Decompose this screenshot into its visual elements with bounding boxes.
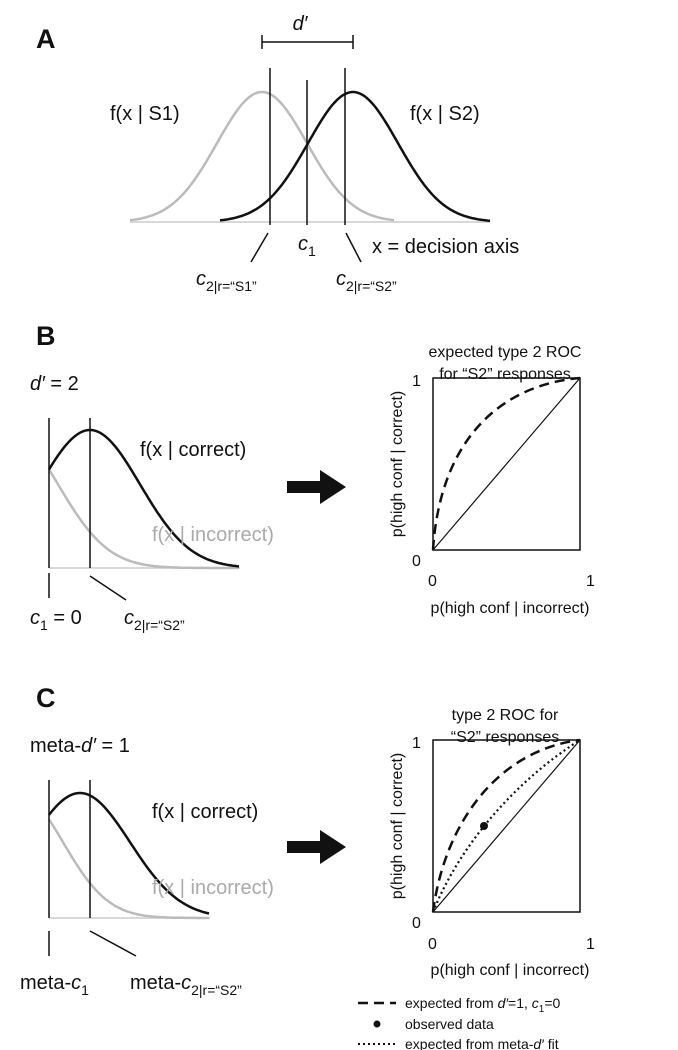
s2-curve <box>219 90 491 222</box>
correct-label: f(x | correct) <box>140 439 246 461</box>
roc-title: expected type 2 ROC <box>429 344 582 361</box>
c1-label: meta-c1 <box>20 972 89 998</box>
incorrect-curve <box>47 468 239 570</box>
x-tick: 1 <box>586 573 595 590</box>
legend-swatch <box>373 1020 381 1028</box>
criteria <box>250 68 362 263</box>
x-tick: 1 <box>586 936 595 953</box>
roc-ylabel: p(high conf | correct) <box>389 391 406 537</box>
c1-label: c1 <box>298 233 316 259</box>
roc-box <box>432 377 581 551</box>
x-tick: 0 <box>428 936 437 953</box>
correct-curve <box>47 428 240 568</box>
correct-curve <box>48 791 210 915</box>
y-tick: 0 <box>412 553 421 570</box>
roc-xlabel: p(high conf | incorrect) <box>431 600 590 617</box>
axis-label: x = decision axis <box>372 236 519 258</box>
c2-s1-label: c2|r=“S1” <box>196 268 257 294</box>
expected-roc <box>431 738 581 913</box>
dprime-label: d′ <box>293 13 309 35</box>
panel-letter: B <box>36 321 56 351</box>
dprime-bracket <box>261 35 354 49</box>
c1-label: c1 = 0 <box>30 607 82 633</box>
roc-title: type 2 ROC for <box>452 707 559 724</box>
roc-box <box>432 739 581 913</box>
incorrect-curve <box>47 818 209 920</box>
legend-text: expected from meta-d′ fit <box>405 1036 559 1050</box>
panel-letter: A <box>36 24 56 54</box>
panel-letter: C <box>36 683 56 713</box>
chance-line <box>432 377 581 551</box>
expected-roc <box>431 376 581 551</box>
y-tick: 1 <box>412 373 421 390</box>
x-tick: 0 <box>428 573 437 590</box>
param-label: d′ = 2 <box>30 373 79 395</box>
roc-title: “S2” responses <box>451 729 560 746</box>
arrow <box>287 470 346 504</box>
chance-line <box>432 739 581 913</box>
y-tick: 1 <box>412 735 421 752</box>
s1-label: f(x | S1) <box>110 103 180 125</box>
roc-ylabel: p(high conf | correct) <box>389 753 406 899</box>
roc-xlabel: p(high conf | incorrect) <box>431 962 590 979</box>
criteria <box>48 780 137 957</box>
incorrect-label: f(x | incorrect) <box>152 524 274 546</box>
c2-label: c2|r=“S2” <box>124 607 185 633</box>
legend-text: expected from d′=1, c1=0 <box>405 995 561 1015</box>
arrow <box>287 830 346 864</box>
param-label: meta-d′ = 1 <box>30 735 130 757</box>
criteria <box>48 418 127 601</box>
y-tick: 0 <box>412 915 421 932</box>
roc-title: for “S2” responses <box>439 366 571 383</box>
s2-label: f(x | S2) <box>410 103 480 125</box>
incorrect-label: f(x | incorrect) <box>152 877 274 899</box>
c2-label: meta-c2|r=“S2” <box>130 972 242 998</box>
s1-curve <box>129 90 395 222</box>
legend-text: observed data <box>405 1016 494 1032</box>
observed-point <box>480 822 488 830</box>
c2-s2-label: c2|r=“S2” <box>336 268 397 294</box>
correct-label: f(x | correct) <box>152 801 258 823</box>
